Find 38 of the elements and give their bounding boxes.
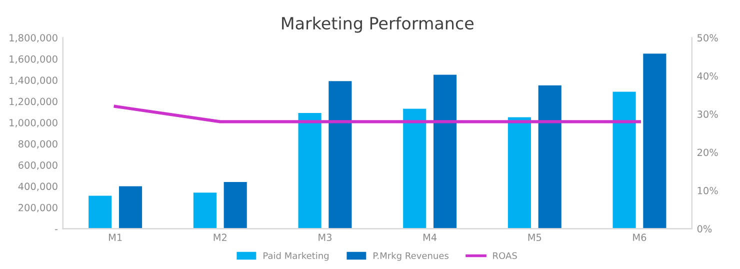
x-tick-label: M1: [108, 234, 122, 241]
x-tick-label: M5: [528, 234, 542, 242]
y-tick-label: 400,000: [18, 182, 58, 192]
y-tick-label: 1,600,000: [10, 55, 58, 64]
y-tick-label: 1,400,000: [10, 76, 58, 85]
y-tick-label: 1,000,000: [10, 119, 58, 128]
bar: [224, 182, 247, 229]
bar: [88, 196, 112, 229]
bar: [643, 54, 666, 229]
y2-tick-label: 30%: [698, 110, 718, 118]
y-tick-label: 1,800,000: [10, 34, 58, 42]
bar: [612, 92, 636, 229]
y-tick-label: 1,200,000: [10, 98, 58, 106]
y-tick-label: 200,000: [18, 204, 58, 212]
bar: [403, 108, 426, 229]
bar: [328, 81, 352, 229]
bar: [193, 192, 216, 229]
x-tick-label: M2: [214, 234, 226, 241]
y2-tick-label: 20%: [697, 148, 718, 156]
bar: [298, 112, 322, 229]
bar: [118, 186, 142, 229]
legend-label: P.Mrkg Revenues: [374, 252, 448, 261]
x-tick-label: M4: [423, 234, 437, 241]
bar: [538, 85, 562, 229]
y-tick-label: -: [55, 229, 58, 230]
x-tick-label: M6: [633, 234, 646, 242]
chart-title: Marketing Performance: [282, 16, 474, 33]
x-tick-label: M3: [318, 234, 332, 242]
bar: [433, 74, 457, 229]
bar: [508, 117, 531, 229]
y-tick-label: 600,000: [18, 161, 58, 170]
y2-tick-label: 50%: [698, 34, 718, 42]
y-tick-label: 800,000: [18, 140, 58, 149]
y2-tick-label: 40%: [697, 72, 718, 80]
legend-label: ROAS: [493, 252, 517, 260]
y2-tick-label: 0%: [697, 225, 712, 232]
legend-label: Paid Marketing: [264, 252, 329, 261]
y2-tick-label: 10%: [698, 186, 718, 194]
